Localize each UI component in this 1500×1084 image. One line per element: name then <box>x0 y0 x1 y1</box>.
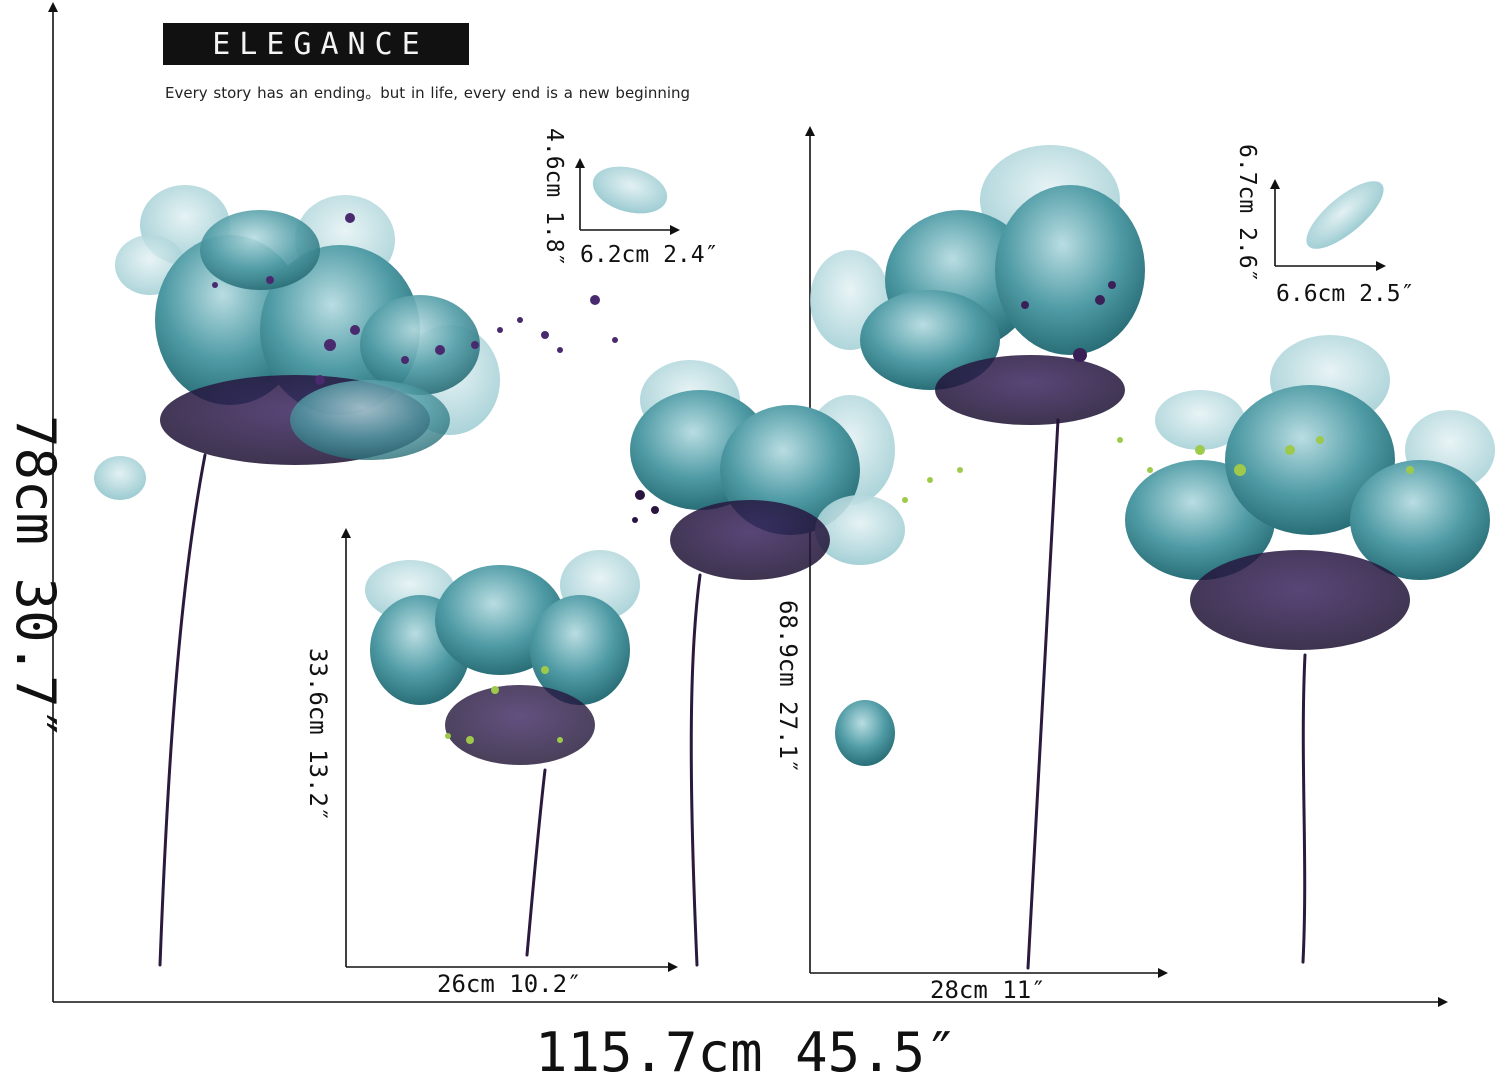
petal-sample-1 <box>592 166 668 214</box>
flower-small-bottom <box>365 550 640 765</box>
mid-flower-height-label: 68.9cm 27.1″ <box>774 600 802 774</box>
flower-stems <box>158 418 1307 970</box>
petal-sample-2 <box>1306 181 1384 249</box>
petal1-height-label: 4.6cm 1.8″ <box>541 128 567 267</box>
brand-title: ELEGANCE <box>212 26 429 62</box>
loose-petal-left <box>94 456 146 500</box>
mid-flower-width-label: 28cm 11″ <box>930 976 1046 1004</box>
small-flower-width-label: 26cm 10.2″ <box>437 970 582 998</box>
total-width-label: 115.7cm 45.5″ <box>535 1021 958 1084</box>
flower-far-right <box>902 335 1495 650</box>
flower-large-left <box>115 185 618 465</box>
small-flower-height-label: 33.6cm 13.2″ <box>304 648 332 822</box>
brand-tagline: Every story has an ending。but in life, e… <box>165 84 691 102</box>
flower-middle <box>630 360 905 580</box>
brand-banner: ELEGANCE <box>163 23 469 65</box>
petal1-width-label: 6.2cm 2.4″ <box>580 242 719 268</box>
petal2-height-label: 6.7cm 2.6″ <box>1234 144 1260 283</box>
total-height-label: 78cm 30.7″ <box>4 415 67 741</box>
flower-tall-right <box>810 145 1145 425</box>
petal2-width-label: 6.6cm 2.5″ <box>1276 281 1415 307</box>
loose-petal-middle <box>835 700 895 766</box>
